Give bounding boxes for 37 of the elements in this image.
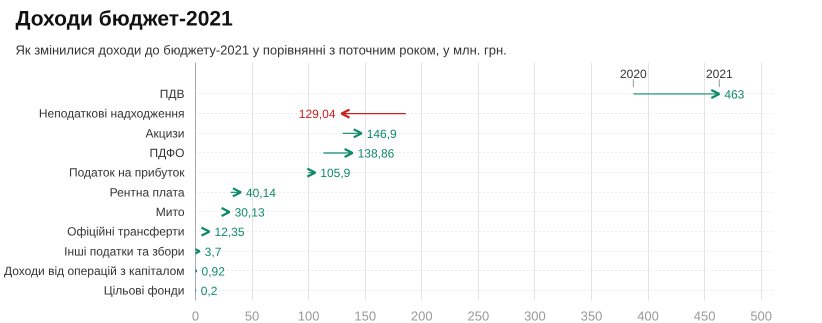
- chart-subtitle: Як змінилися доходи до бюджету-2021 у порівнянні з поточним роком, у млн. грн.: [16, 42, 507, 58]
- x-tick-label: 450: [694, 308, 716, 323]
- x-tick-label: 200: [410, 308, 433, 323]
- data-label: 0,2: [200, 284, 218, 298]
- y-tick-label: Цільові фонди: [104, 284, 185, 298]
- x-tick-label: 300: [524, 308, 546, 323]
- y-tick-label: Неподаткові надходження: [38, 106, 184, 121]
- data-label: 40,14: [246, 186, 276, 200]
- x-tick-label: 0: [192, 308, 200, 323]
- x-tick-label: 400: [637, 308, 659, 323]
- x-tick-label: 50: [244, 308, 260, 323]
- y-tick-label: Мито: [156, 204, 185, 219]
- y-tick-label: ПДФО: [150, 146, 185, 160]
- y-tick-label: Податок на прибуток: [69, 166, 186, 180]
- annotation: 2021: [706, 67, 733, 82]
- data-label: 146,9: [366, 126, 398, 141]
- y-tick-label: ПДВ: [160, 86, 185, 101]
- y-tick-label: Інші податки та збори: [64, 244, 185, 258]
- data-label: 463: [724, 87, 745, 102]
- data-label: 0,92: [202, 264, 226, 278]
- x-tick-label: 350: [580, 308, 602, 323]
- x-tick-label: 100: [298, 308, 320, 323]
- data-label: 129,04: [298, 107, 336, 122]
- x-tick-label: 250: [468, 308, 490, 323]
- x-tick-label: 500: [750, 308, 772, 323]
- y-tick-label: Офіційні трансферти: [67, 224, 185, 239]
- data-label: 105,9: [320, 166, 351, 180]
- data-label: 30,13: [234, 205, 265, 220]
- data-label: 12,35: [214, 225, 245, 240]
- y-tick-label: Акцизи: [145, 126, 185, 140]
- x-tick-label: 150: [354, 308, 376, 323]
- y-tick-label: Рентна плата: [110, 185, 185, 200]
- annotation: 2020: [620, 67, 648, 82]
- data-label: 138,86: [358, 146, 395, 160]
- data-label: 3,7: [204, 244, 222, 259]
- y-tick-label: Доходи від операцій з капіталом: [4, 264, 184, 278]
- chart-title: Доходи бюджет-2021: [16, 8, 234, 30]
